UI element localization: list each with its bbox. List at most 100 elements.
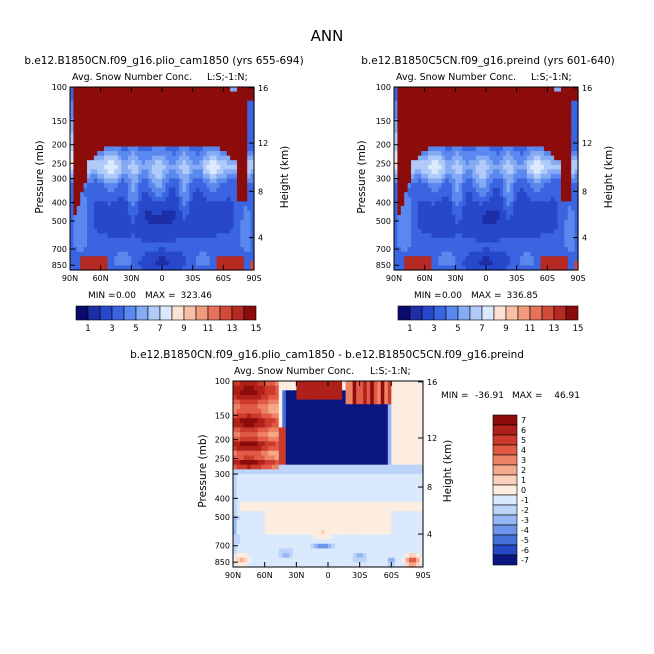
contour-cell: [148, 169, 153, 175]
contour-cell: [141, 132, 146, 138]
colorbar-swatch: [505, 305, 519, 321]
contour-cell: [492, 87, 497, 93]
contour-cell: [465, 160, 470, 166]
contour-cell: [479, 151, 484, 157]
contour-cell: [236, 219, 241, 225]
contour-cell: [516, 123, 521, 129]
contour-cell: [250, 408, 255, 415]
contour-cell: [465, 228, 470, 234]
contour-cell: [554, 123, 559, 129]
contour-cell: [165, 183, 170, 189]
contour-cell: [199, 201, 204, 207]
contour-cell: [554, 137, 559, 143]
contour-cell: [87, 251, 92, 257]
contour-cell: [199, 196, 204, 202]
contour-cell: [209, 155, 214, 161]
contour-cell: [335, 394, 340, 401]
contour-cell: [445, 210, 450, 216]
contour-cell: [185, 251, 190, 257]
contour-cell: [213, 87, 218, 93]
contour-cell: [199, 178, 204, 184]
contour-cell: [434, 100, 439, 106]
contour-cell: [448, 210, 453, 216]
contour-cell: [441, 141, 446, 148]
contour-cell: [499, 160, 504, 166]
contour-cell: [496, 105, 501, 111]
contour-cell: [571, 119, 576, 125]
contour-cell: [114, 237, 119, 244]
contour-cell: [117, 91, 122, 97]
contour-cell: [554, 247, 559, 253]
contour-cell: [489, 224, 494, 230]
contour-cell: [571, 178, 576, 184]
contour-cell: [70, 228, 75, 234]
contour-cell: [70, 137, 75, 143]
contour-cell: [564, 109, 569, 116]
contour-cell: [405, 408, 410, 415]
contour-cell: [526, 183, 531, 189]
contour-cell: [560, 155, 565, 161]
contour-cell: [80, 164, 85, 170]
contour-cell: [405, 385, 410, 391]
contour-cell: [185, 141, 190, 148]
contour-cell: [80, 151, 85, 157]
colorbar-swatch: [409, 305, 423, 321]
contour-cell: [209, 169, 214, 175]
contour-cell: [419, 418, 424, 424]
contour-cell: [189, 155, 194, 161]
contour-cell: [377, 418, 382, 424]
contour-cell: [370, 418, 375, 424]
contour-cell: [543, 128, 548, 134]
contour-cell: [499, 196, 504, 202]
contour-cell: [192, 183, 197, 189]
contour-cell: [526, 132, 531, 138]
contour-cell: [407, 228, 412, 234]
contour-cell: [168, 215, 173, 221]
contour-cell: [223, 192, 228, 198]
contour-cell: [489, 201, 494, 207]
contour-cell: [520, 251, 525, 257]
contour-cell: [117, 164, 122, 170]
contour-cell: [202, 196, 207, 202]
contour-cell: [567, 233, 572, 239]
contour-cell: [441, 164, 446, 170]
contour-cell: [335, 404, 340, 410]
contour-cell: [107, 155, 112, 161]
contour-cell: [127, 260, 132, 267]
contour-cell: [486, 228, 491, 234]
contour-cell: [165, 233, 170, 239]
contour-cell: [73, 114, 78, 120]
contour-cell: [472, 100, 477, 106]
contour-cell: [247, 422, 252, 429]
contour-cell: [540, 196, 545, 202]
contour-cell: [537, 228, 542, 234]
contour-cell: [380, 418, 385, 424]
contour-cell: [554, 114, 559, 120]
contour-cell: [496, 183, 501, 189]
contour-cell: [250, 394, 255, 401]
contour-cell: [110, 132, 115, 138]
contour-cell: [226, 105, 231, 111]
contour-cell: [557, 178, 562, 184]
contour-cell: [151, 237, 156, 244]
contour-cell: [158, 128, 163, 134]
contour-cell: [414, 132, 419, 138]
contour-cell: [110, 155, 115, 161]
contour-cell: [182, 260, 187, 267]
contour-cell: [506, 219, 511, 225]
contour-cell: [243, 265, 248, 271]
contour-cell: [417, 100, 422, 106]
contour-cell: [93, 224, 98, 230]
contour-cell: [162, 256, 167, 262]
contour-cell: [428, 141, 433, 148]
contour-cell: [438, 219, 443, 225]
contour-cell: [513, 100, 518, 106]
contour-cell: [138, 173, 143, 180]
contour-cell: [127, 146, 132, 152]
contour-cell: [424, 187, 429, 193]
contour-cell: [530, 247, 535, 253]
contour-cell: [366, 381, 371, 387]
contour-cell: [185, 119, 190, 125]
contour-cell: [240, 219, 245, 225]
contour-cell: [226, 251, 231, 257]
